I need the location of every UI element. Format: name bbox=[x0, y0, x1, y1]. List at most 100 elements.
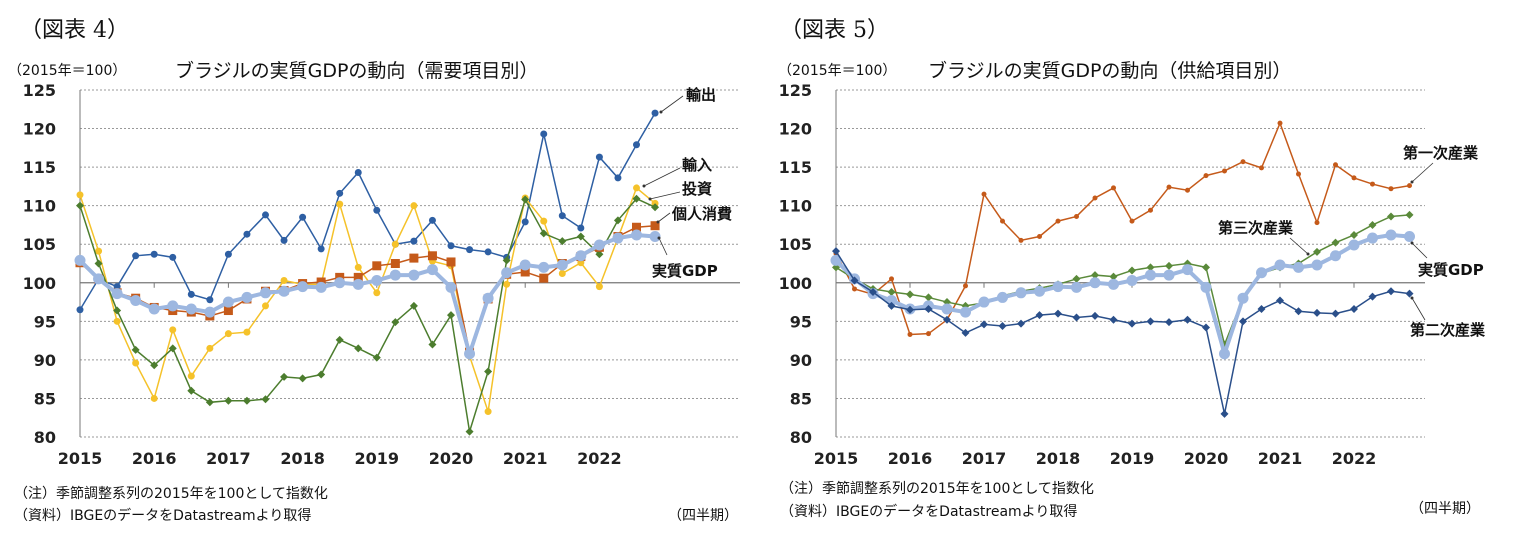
series-個人消費 bbox=[75, 221, 660, 357]
y-tick-label: 100 bbox=[779, 274, 812, 293]
data-point bbox=[1368, 292, 1377, 301]
data-point bbox=[1074, 213, 1079, 219]
y-tick-label: 125 bbox=[779, 81, 812, 100]
data-point bbox=[1203, 173, 1209, 179]
x-tick-label: 2019 bbox=[355, 449, 400, 468]
data-point bbox=[1293, 261, 1304, 273]
data-point bbox=[593, 239, 605, 251]
data-point bbox=[298, 374, 307, 383]
data-point bbox=[502, 256, 511, 265]
x-tick-label: 2017 bbox=[962, 449, 1007, 468]
series-line bbox=[79, 197, 656, 432]
data-point bbox=[943, 315, 951, 324]
data-point bbox=[632, 222, 641, 232]
data-point bbox=[960, 306, 971, 318]
arrow-head bbox=[642, 184, 646, 188]
data-point bbox=[926, 331, 931, 337]
data-point bbox=[1035, 311, 1044, 320]
label-arrow bbox=[1289, 237, 1309, 255]
xlabel-5: （四半期） bbox=[1410, 501, 1480, 517]
data-point bbox=[1274, 259, 1286, 271]
data-point bbox=[224, 396, 233, 405]
y-tick-label: 85 bbox=[790, 389, 812, 408]
series-line bbox=[79, 186, 656, 412]
data-point bbox=[113, 317, 121, 325]
label-arrow bbox=[643, 167, 681, 187]
data-point bbox=[131, 345, 140, 354]
data-point bbox=[614, 174, 622, 182]
data-point bbox=[1018, 237, 1024, 243]
data-point bbox=[76, 306, 84, 314]
data-point bbox=[1257, 304, 1266, 313]
data-point bbox=[354, 344, 363, 353]
series-label: 実質GDP bbox=[652, 262, 718, 280]
data-point bbox=[1111, 185, 1116, 191]
data-point bbox=[1000, 218, 1005, 224]
data-point bbox=[832, 247, 840, 256]
data-point bbox=[447, 311, 455, 320]
data-point bbox=[1202, 263, 1210, 272]
data-point bbox=[223, 306, 233, 316]
data-point bbox=[887, 301, 896, 310]
data-point bbox=[1404, 231, 1415, 243]
data-point bbox=[1237, 292, 1249, 304]
data-point bbox=[924, 304, 933, 313]
data-point bbox=[1222, 168, 1227, 174]
data-point bbox=[906, 290, 914, 299]
data-point bbox=[150, 361, 159, 370]
data-point bbox=[1052, 281, 1064, 293]
arrow-head bbox=[659, 110, 663, 114]
x-tick-label: 2016 bbox=[132, 449, 177, 468]
data-point bbox=[612, 232, 624, 244]
data-point bbox=[372, 261, 382, 271]
data-point bbox=[185, 303, 197, 315]
data-point bbox=[187, 290, 195, 298]
data-point bbox=[1129, 218, 1135, 224]
data-point bbox=[978, 296, 990, 308]
data-point bbox=[1407, 183, 1412, 189]
data-point bbox=[1183, 315, 1192, 324]
data-point bbox=[650, 221, 660, 231]
data-point bbox=[595, 153, 603, 161]
data-point bbox=[539, 229, 548, 238]
data-point bbox=[484, 367, 493, 376]
data-point bbox=[1165, 261, 1173, 270]
y-tick-label: 120 bbox=[23, 120, 56, 139]
series-実質GDP bbox=[74, 229, 661, 361]
data-point bbox=[74, 254, 86, 266]
xlabel-4: （四半期） bbox=[668, 508, 738, 524]
source-4: （資料）IBGEのデータをDatastreamより取得 bbox=[14, 508, 312, 524]
data-point bbox=[575, 250, 587, 262]
data-point bbox=[1148, 207, 1153, 213]
series-label: 輸出 bbox=[686, 86, 716, 104]
arrow-head bbox=[656, 220, 660, 224]
data-point bbox=[354, 169, 362, 177]
data-point bbox=[501, 267, 513, 279]
data-point bbox=[1128, 266, 1136, 275]
series-label: 投資 bbox=[682, 180, 712, 198]
data-point bbox=[389, 269, 401, 281]
x-tick-label: 2021 bbox=[503, 449, 548, 468]
y-tick-label: 105 bbox=[779, 235, 812, 254]
data-point bbox=[94, 259, 103, 268]
data-point bbox=[1350, 230, 1358, 239]
data-point bbox=[317, 245, 325, 253]
data-point bbox=[446, 257, 456, 267]
y-tick-label: 105 bbox=[23, 235, 56, 254]
data-point bbox=[1311, 259, 1323, 271]
data-point bbox=[113, 306, 122, 315]
x-tick-label: 2015 bbox=[814, 449, 859, 468]
data-point bbox=[961, 328, 970, 337]
series-label: 輸入 bbox=[682, 156, 712, 174]
data-point bbox=[373, 289, 381, 297]
data-point bbox=[428, 216, 436, 224]
data-point bbox=[1185, 187, 1190, 193]
data-point bbox=[1108, 278, 1119, 290]
data-point bbox=[1348, 239, 1360, 251]
data-point bbox=[76, 201, 84, 210]
data-point bbox=[353, 272, 363, 282]
data-point bbox=[299, 213, 307, 221]
series-line bbox=[835, 250, 1410, 415]
data-point bbox=[595, 250, 604, 259]
data-point bbox=[1200, 281, 1212, 293]
